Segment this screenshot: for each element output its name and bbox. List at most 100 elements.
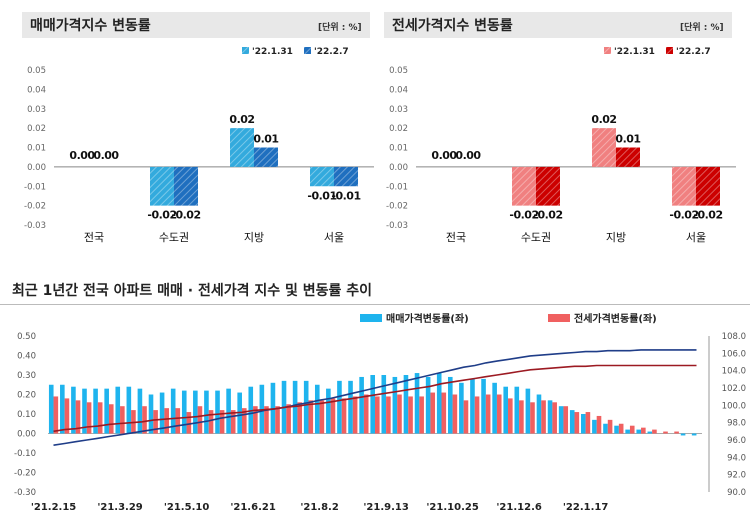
data-label: -0.01 (307, 189, 336, 202)
legend-swatch (360, 314, 382, 322)
bar (104, 388, 109, 434)
bar (86, 402, 92, 434)
y-right-tick-label: 96.0 (727, 436, 746, 446)
y-tick-label: 0.04 (27, 85, 46, 95)
bar (93, 388, 98, 434)
bar (519, 400, 524, 434)
bar (425, 376, 431, 434)
bar (541, 400, 546, 434)
x-tick-label: '21.6.21 (230, 502, 275, 513)
y-right-tick-label: 106.0 (722, 349, 746, 359)
y-tick-label: 0.01 (389, 144, 408, 154)
category-label: 전국 (446, 231, 466, 244)
y-tick-label: 0.04 (389, 85, 408, 95)
y-left-tick-label: 0.30 (17, 371, 36, 381)
y-left-tick-label: -0.30 (14, 488, 36, 498)
bar (463, 400, 469, 434)
data-label: 0.00 (93, 149, 119, 162)
bar (459, 382, 464, 434)
bar (219, 410, 225, 434)
y-tick-label: 0.03 (27, 105, 46, 115)
bar (492, 382, 497, 434)
bar (375, 396, 380, 434)
bar (275, 406, 280, 434)
legend-label: 매매가격변동률(좌) (386, 312, 469, 325)
bar (581, 414, 586, 434)
bar (60, 384, 65, 434)
bar (137, 388, 143, 434)
bar (286, 404, 291, 434)
category-label: 수도권 (521, 231, 551, 244)
data-label: 0.00 (455, 149, 481, 162)
bar (381, 375, 387, 434)
legend-label: '22.2.7 (676, 47, 711, 57)
bar (536, 166, 560, 206)
bar (647, 431, 653, 434)
bar (691, 433, 697, 436)
data-label: 0.00 (431, 149, 457, 162)
chart3-svg: 매매가격변동률(좌) 전세가격변동률(좌) -0.30 -0.20 -0.10 0.00 0… (14, 312, 746, 513)
bar (525, 388, 531, 434)
bar (558, 406, 564, 434)
bar (592, 128, 616, 167)
bar (241, 408, 247, 434)
chart3-title: 최근 1년간 전국 아파트 매매 · 전세가격 지수 및 변동률 추이 (12, 283, 373, 299)
data-label: -0.02 (693, 209, 722, 222)
bar (452, 394, 458, 434)
bar (308, 400, 314, 434)
y-tick-label: 0.05 (389, 66, 408, 76)
bar (334, 166, 358, 187)
bar (441, 392, 447, 434)
bar (230, 128, 254, 167)
bar (370, 375, 375, 434)
chart2-unit: [단위 : %] (680, 23, 724, 33)
y-left-tick-label: 0.20 (17, 391, 36, 401)
bar (496, 394, 502, 434)
bar (503, 386, 509, 434)
bar (672, 166, 696, 206)
x-tick-label: '21.8.2 (300, 502, 339, 513)
bar (614, 425, 619, 434)
line-series (53, 349, 697, 446)
bar (253, 406, 258, 434)
bar (636, 429, 642, 434)
data-label: -0.02 (509, 209, 538, 222)
bar (696, 166, 720, 206)
bar (536, 394, 542, 434)
legend-label: '22.2.7 (314, 47, 349, 57)
bar (314, 384, 320, 434)
bar (319, 400, 325, 434)
bar (75, 400, 81, 434)
x-tick-label: '22.1.17 (563, 502, 608, 513)
bar (436, 373, 442, 434)
y-tick-label: 0.00 (389, 163, 408, 173)
y-right-tick-label: 90.0 (727, 488, 746, 498)
bar (175, 408, 181, 434)
bar (392, 376, 398, 434)
legend-label: '22.1.31 (614, 47, 655, 57)
y-left-tick-label: 0.50 (17, 332, 36, 342)
x-tick-label: '21.3.29 (97, 502, 142, 513)
bar (48, 384, 54, 434)
y-right-tick-label: 98.0 (727, 419, 746, 429)
category-label: 전국 (84, 231, 104, 244)
y-right-tick-label: 108.0 (722, 332, 746, 342)
bar (170, 388, 176, 434)
y-tick-label: -0.03 (386, 221, 408, 231)
bar (142, 406, 147, 434)
bar (126, 386, 132, 434)
y-tick-label: -0.01 (24, 182, 46, 192)
y-tick-label: 0.01 (27, 144, 46, 154)
category-label: 서울 (324, 231, 344, 244)
y-right-tick-label: 92.0 (727, 471, 746, 481)
bar (254, 147, 278, 167)
chart1-svg: '22.1.31 '22.2.7 -0.03 -0.02 -0.01 0.00 0.01 0.… (24, 47, 374, 244)
bar (326, 388, 331, 434)
data-label: 0.01 (253, 133, 278, 146)
bar (547, 400, 553, 434)
bar (264, 406, 269, 434)
y-right-tick-label: 102.0 (722, 384, 746, 394)
y-tick-label: 0.00 (27, 163, 46, 173)
bar (530, 402, 535, 434)
bar (204, 390, 209, 434)
